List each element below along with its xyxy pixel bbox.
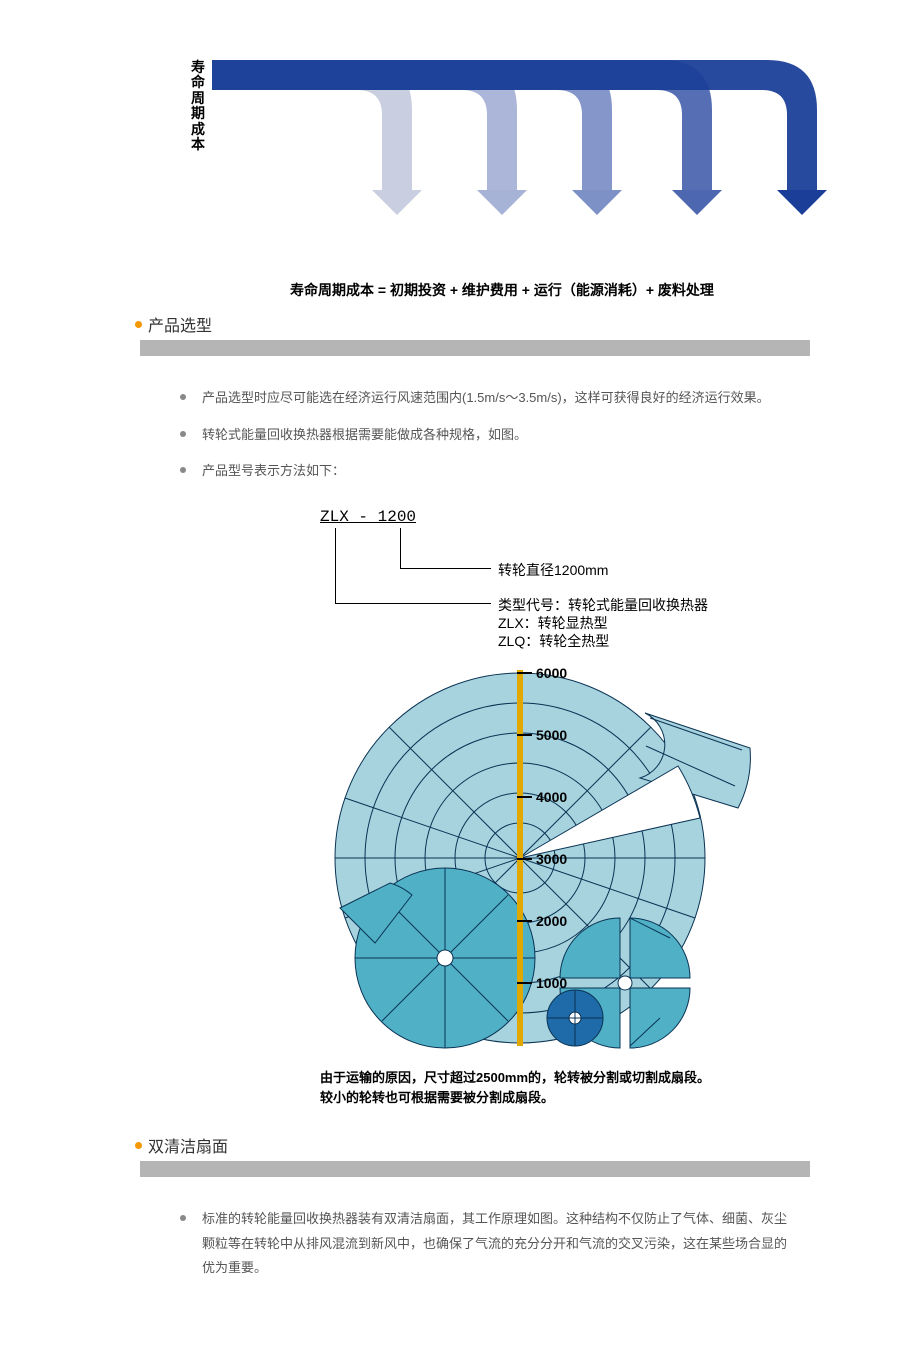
model-zlx-label: ZLX：转轮显热型 xyxy=(498,613,608,633)
selection-bullet-list: 产品选型时应尽可能选在经济运行风速范围内(1.5m/s～3.5m/s)，这样可获… xyxy=(180,386,790,484)
lifecycle-vertical-label: 寿命周期成本 xyxy=(190,60,206,152)
list-item: 产品型号表示方法如下： xyxy=(180,459,790,484)
model-code-text: ZLX - 1200 xyxy=(320,508,416,526)
lifecycle-formula: 寿命周期成本 = 初期投资 + 维护费用 + 运行（能源消耗）+ 废料处理 xyxy=(290,280,850,300)
model-code-diagram: ZLX - 1200 转轮直径1200mm 类型代号：转轮式能量回收换热器 ZL… xyxy=(320,508,850,648)
list-item: 产品选型时应尽可能选在经济运行风速范围内(1.5m/s～3.5m/s)，这样可获… xyxy=(180,386,790,411)
wheel-caption: 由于运输的原因，尺寸超过2500mm的，轮转被分割或切割成扇段。较小的轮转也可根… xyxy=(320,1068,720,1107)
lifecycle-diagram: 寿命周期成本 xyxy=(190,60,850,260)
list-item: 标准的转轮能量回收换热器装有双清洁扇面，其工作原理如图。这种结构不仅防止了气体、… xyxy=(180,1207,790,1281)
leader-line xyxy=(335,528,491,604)
ruler-tick-label: 6000 xyxy=(536,665,567,681)
svg-text:2000: 2000 xyxy=(536,913,567,929)
bullet-icon xyxy=(135,321,142,328)
wheel-size-diagram: 6000 5000 4000 3000 2000 1000 xyxy=(320,658,850,1058)
model-zlq-label: ZLQ：转轮全热型 xyxy=(498,631,609,651)
svg-text:3000: 3000 xyxy=(536,851,567,867)
section-divider xyxy=(140,340,810,356)
section-title: 产品选型 xyxy=(148,312,212,336)
svg-text:5000: 5000 xyxy=(536,727,567,743)
list-item: 转轮式能量回收换热器根据需要能做成各种规格，如图。 xyxy=(180,423,790,448)
model-type-label: 类型代号：转轮式能量回收换热器 xyxy=(498,595,708,615)
purge-bullet-list: 标准的转轮能量回收换热器装有双清洁扇面，其工作原理如图。这种结构不仅防止了气体、… xyxy=(180,1207,790,1281)
lifecycle-arrows xyxy=(212,60,852,230)
bullet-icon xyxy=(135,1142,142,1149)
section-title: 双清洁扇面 xyxy=(148,1133,228,1157)
section-heading-selection: 产品选型 xyxy=(135,312,850,336)
model-diameter-label: 转轮直径1200mm xyxy=(498,560,608,580)
section-heading-purge: 双清洁扇面 xyxy=(135,1133,850,1157)
svg-text:1000: 1000 xyxy=(536,975,567,991)
section-divider xyxy=(140,1161,810,1177)
svg-text:4000: 4000 xyxy=(536,789,567,805)
